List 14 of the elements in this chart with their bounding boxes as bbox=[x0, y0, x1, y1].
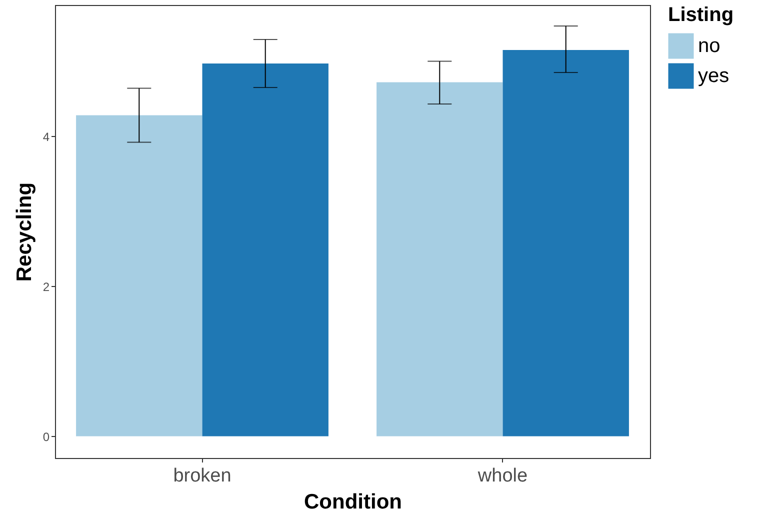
y-axis-title: Recycling bbox=[12, 182, 36, 282]
bar bbox=[202, 64, 328, 436]
y-tick-label: 0 bbox=[42, 430, 50, 444]
legend-label: yes bbox=[698, 65, 730, 87]
bar bbox=[502, 50, 629, 436]
bar bbox=[376, 82, 503, 436]
bar bbox=[76, 115, 202, 436]
x-tick-label: whole bbox=[476, 466, 528, 486]
x-tick-label: broken bbox=[173, 466, 232, 486]
legend-label: no bbox=[698, 35, 720, 57]
y-tick-label: 2 bbox=[42, 280, 50, 294]
y-tick-label: 4 bbox=[42, 130, 50, 144]
x-axis-title: Condition bbox=[304, 490, 402, 514]
legend-title: Listing bbox=[668, 4, 734, 26]
